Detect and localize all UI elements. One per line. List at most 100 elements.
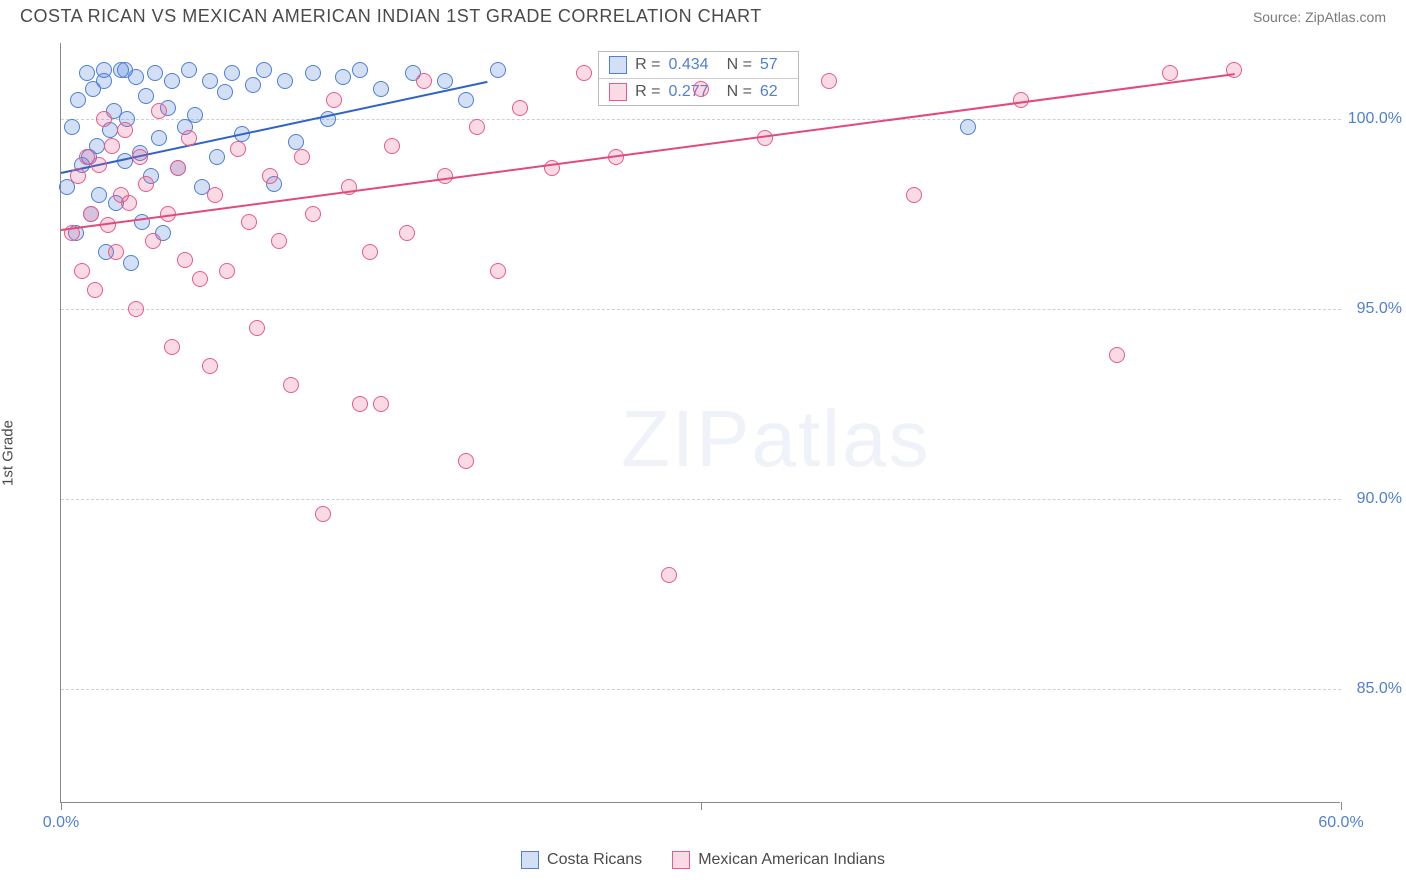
x-tick-label: 0.0% xyxy=(43,814,79,832)
scatter-point xyxy=(576,65,592,81)
stat-n-value: 57 xyxy=(760,56,778,74)
scatter-point xyxy=(164,339,180,355)
scatter-point xyxy=(458,92,474,108)
y-tick-label: 85.0% xyxy=(1357,680,1402,698)
scatter-point xyxy=(70,168,86,184)
scatter-point xyxy=(326,92,342,108)
scatter-point xyxy=(132,149,148,165)
scatter-point xyxy=(104,138,120,154)
x-tick xyxy=(701,802,702,810)
stat-r-label: R = xyxy=(635,83,660,101)
scatter-point xyxy=(96,62,112,78)
scatter-point xyxy=(373,396,389,412)
scatter-point xyxy=(217,84,233,100)
scatter-point xyxy=(145,233,161,249)
y-tick-label: 95.0% xyxy=(1357,300,1402,318)
scatter-point xyxy=(202,73,218,89)
scatter-point xyxy=(362,244,378,260)
legend-item: Costa Ricans xyxy=(521,851,642,869)
scatter-point xyxy=(249,320,265,336)
gridline-h xyxy=(61,689,1341,690)
scatter-point xyxy=(294,149,310,165)
scatter-point xyxy=(170,160,186,176)
scatter-point xyxy=(128,301,144,317)
scatter-point xyxy=(151,103,167,119)
scatter-point xyxy=(187,107,203,123)
legend-swatch-icon xyxy=(672,851,690,869)
source-label: Source: ZipAtlas.com xyxy=(1253,9,1386,25)
watermark: ZIPatlas xyxy=(621,393,930,485)
legend-swatch-icon xyxy=(521,851,539,869)
scatter-point xyxy=(437,73,453,89)
scatter-point xyxy=(117,122,133,138)
scatter-point xyxy=(277,73,293,89)
scatter-point xyxy=(96,111,112,127)
stat-n-label: N = xyxy=(727,56,752,74)
legend-swatch-icon xyxy=(609,83,627,101)
scatter-point xyxy=(906,187,922,203)
scatter-point xyxy=(352,62,368,78)
legend-swatch-icon xyxy=(609,56,627,74)
scatter-point xyxy=(123,255,139,271)
scatter-point xyxy=(288,134,304,150)
gridline-h xyxy=(61,119,1341,120)
scatter-point xyxy=(207,187,223,203)
scatter-point xyxy=(181,62,197,78)
scatter-point xyxy=(283,377,299,393)
legend-label: Mexican American Indians xyxy=(698,851,885,869)
scatter-point xyxy=(91,187,107,203)
scatter-point xyxy=(490,62,506,78)
y-axis-label: 1st Grade xyxy=(0,420,17,486)
scatter-point xyxy=(134,214,150,230)
x-tick xyxy=(1341,802,1342,810)
scatter-point xyxy=(164,73,180,89)
scatter-point xyxy=(437,168,453,184)
scatter-point xyxy=(821,73,837,89)
scatter-point xyxy=(305,206,321,222)
scatter-point xyxy=(490,263,506,279)
stat-r-label: R = xyxy=(635,56,660,74)
scatter-point xyxy=(74,263,90,279)
scatter-point xyxy=(121,195,137,211)
stat-n-label: N = xyxy=(727,83,752,101)
scatter-point xyxy=(256,62,272,78)
scatter-point xyxy=(661,567,677,583)
scatter-point xyxy=(373,81,389,97)
scatter-point xyxy=(79,65,95,81)
scatter-point xyxy=(138,88,154,104)
scatter-point xyxy=(384,138,400,154)
gridline-h xyxy=(61,309,1341,310)
x-tick-label: 60.0% xyxy=(1318,814,1363,832)
stat-r-value: 0.434 xyxy=(669,56,709,74)
scatter-point xyxy=(458,453,474,469)
scatter-point xyxy=(91,157,107,173)
scatter-point xyxy=(151,130,167,146)
scatter-point xyxy=(202,358,218,374)
legend-label: Costa Ricans xyxy=(547,851,642,869)
plot-area: ZIPatlas R =0.434N =57R =0.277N =62 85.0… xyxy=(60,43,1340,803)
scatter-point xyxy=(70,92,86,108)
gridline-h xyxy=(61,499,1341,500)
legend-item: Mexican American Indians xyxy=(672,851,885,869)
scatter-point xyxy=(693,81,709,97)
scatter-point xyxy=(117,62,133,78)
chart-title: COSTA RICAN VS MEXICAN AMERICAN INDIAN 1… xyxy=(20,6,762,27)
scatter-point xyxy=(87,282,103,298)
legend-stats-row: R = 0.434 N = 57 xyxy=(599,52,798,79)
scatter-point xyxy=(271,233,287,249)
x-tick xyxy=(61,802,62,810)
scatter-point xyxy=(83,206,99,222)
y-tick-label: 100.0% xyxy=(1348,110,1402,128)
scatter-point xyxy=(177,252,193,268)
y-tick-label: 90.0% xyxy=(1357,490,1402,508)
chart-container: 1st Grade ZIPatlas R =0.434N =57R =0.277… xyxy=(0,33,1406,873)
scatter-point xyxy=(241,214,257,230)
scatter-point xyxy=(245,77,261,93)
scatter-point xyxy=(147,65,163,81)
scatter-point xyxy=(108,244,124,260)
scatter-point xyxy=(262,168,278,184)
scatter-point xyxy=(512,100,528,116)
watermark-atlas: atlas xyxy=(751,394,930,483)
scatter-point xyxy=(335,69,351,85)
scatter-point xyxy=(469,119,485,135)
